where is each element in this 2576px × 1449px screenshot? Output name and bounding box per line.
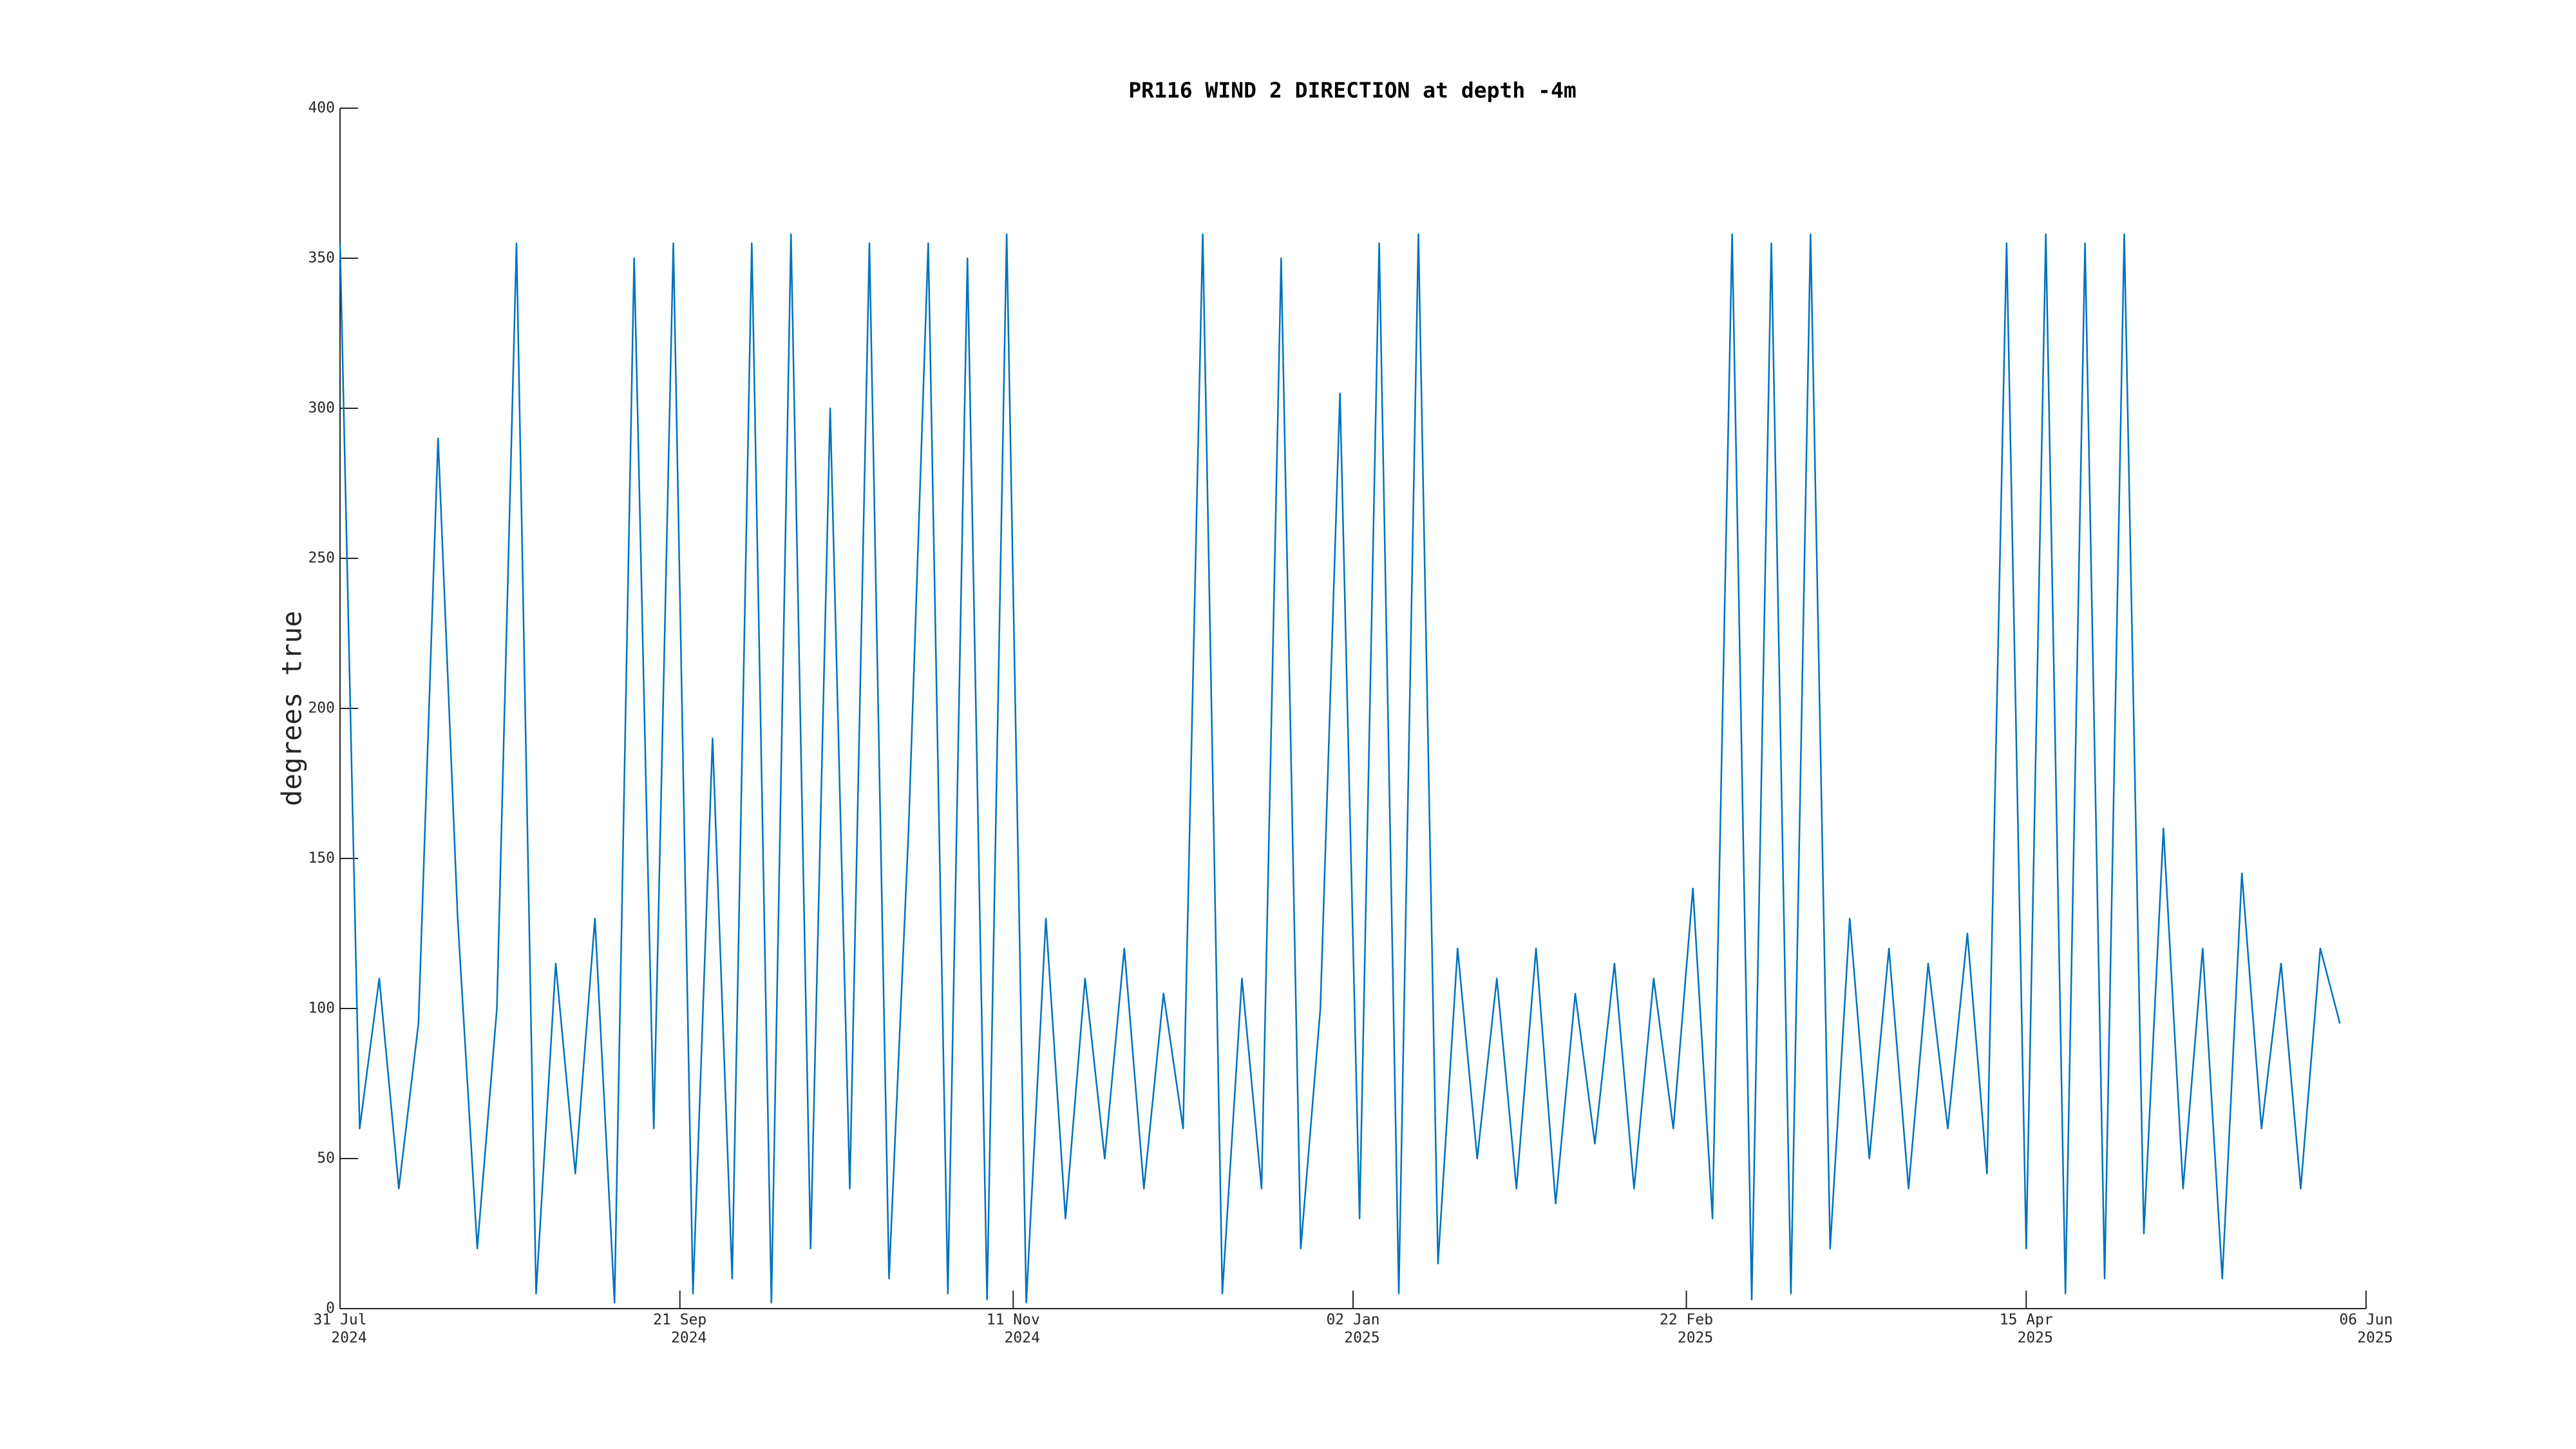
- x-tick-label: 06 Jun: [2339, 1312, 2392, 1329]
- chart-title: PR116 WIND 2 DIRECTION at depth -4m: [1128, 78, 1576, 103]
- y-tick-label: 350: [308, 250, 335, 267]
- x-tick-label: 21 Sep: [653, 1312, 706, 1329]
- y-tick-label: 0: [326, 1300, 335, 1317]
- x-tick-year: 2025: [1678, 1330, 1713, 1347]
- x-tick-year: 2025: [2357, 1330, 2392, 1347]
- x-tick-label: 31 Jul: [313, 1312, 366, 1329]
- y-tick-label: 50: [317, 1150, 335, 1167]
- x-tick-year: 2024: [331, 1330, 366, 1347]
- y-tick-label: 250: [308, 550, 335, 567]
- x-tick-year: 2025: [1344, 1330, 1379, 1347]
- y-axis-label: degrees true: [276, 611, 308, 806]
- x-tick-label: 02 Jan: [1326, 1312, 1379, 1329]
- y-tick-label: 300: [308, 400, 335, 417]
- y-tick-label: 200: [308, 700, 335, 717]
- x-tick-year: 2025: [2018, 1330, 2053, 1347]
- x-tick-label: 22 Feb: [1660, 1312, 1713, 1329]
- data-line: [339, 233, 2341, 1303]
- y-tick-label: 150: [308, 850, 335, 867]
- y-tick-label: 400: [308, 100, 335, 117]
- x-tick-year: 2024: [671, 1330, 706, 1347]
- x-tick-year: 2024: [1005, 1330, 1040, 1347]
- y-tick-label: 100: [308, 1000, 335, 1017]
- x-tick-label: 11 Nov: [987, 1312, 1040, 1329]
- x-tick-label: 15 Apr: [2000, 1312, 2053, 1329]
